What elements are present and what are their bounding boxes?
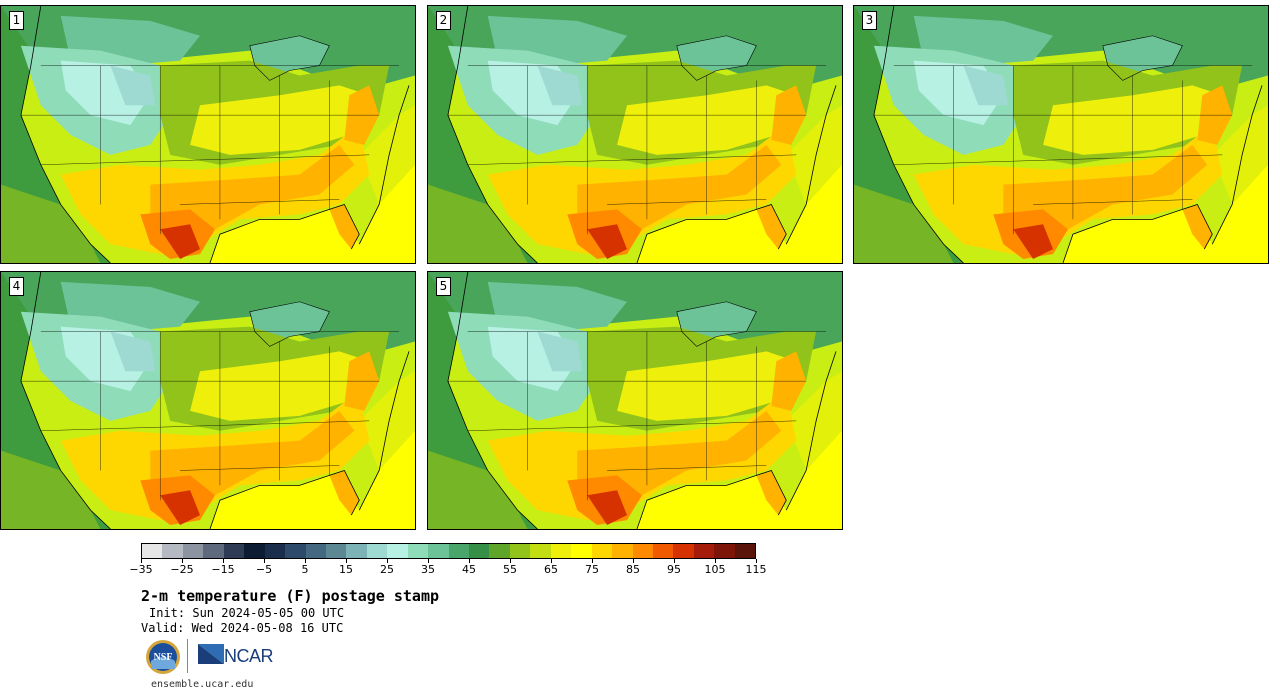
colorbar-tick-label: 55 bbox=[503, 563, 517, 576]
panel-number-label: 3 bbox=[862, 11, 877, 30]
colorbar-segment bbox=[305, 544, 326, 558]
temperature-map bbox=[1, 272, 415, 529]
ncar-logo-text: NCAR bbox=[224, 646, 274, 666]
colorbar-tick-label: 15 bbox=[339, 563, 353, 576]
colorbar-segment bbox=[366, 544, 388, 558]
colorbar-tick-label: 45 bbox=[462, 563, 476, 576]
valid-time: Valid: Wed 2024-05-08 16 UTC bbox=[141, 621, 344, 635]
colorbar-tick-label: −35 bbox=[129, 563, 153, 576]
colorbar-tick-label: −15 bbox=[211, 563, 235, 576]
colorbar-segment bbox=[387, 544, 408, 558]
colorbar-tick-label: −25 bbox=[170, 563, 194, 576]
colorbar-segment bbox=[489, 544, 510, 558]
colorbar-segment bbox=[571, 544, 592, 558]
colorbar-segment bbox=[693, 544, 715, 558]
colorbar-segment bbox=[264, 544, 286, 558]
panel-number-label: 5 bbox=[436, 277, 451, 296]
colorbar-segment bbox=[612, 544, 633, 558]
colorbar-tick-label: 115 bbox=[745, 563, 767, 576]
colorbar-segment bbox=[469, 544, 490, 558]
svg-text:NSF: NSF bbox=[154, 652, 173, 663]
colorbar-segment bbox=[428, 544, 449, 558]
colorbar-tick-label: 105 bbox=[704, 563, 726, 576]
temperature-map bbox=[854, 6, 1268, 263]
map-panel-4: 4 bbox=[0, 271, 416, 530]
footer-url: ensemble.ucar.edu bbox=[151, 679, 254, 690]
colorbar-segment bbox=[530, 544, 551, 558]
colorbar-segment bbox=[734, 544, 756, 558]
colorbar-tick-label: 85 bbox=[626, 563, 640, 576]
colorbar-segment bbox=[223, 544, 245, 558]
colorbar-segment bbox=[550, 544, 572, 558]
colorbar-segment bbox=[182, 544, 204, 558]
map-panel-5: 5 bbox=[427, 271, 843, 530]
colorbar-segment bbox=[448, 544, 469, 558]
colorbar-tick-label: 75 bbox=[585, 563, 599, 576]
temperature-map bbox=[428, 272, 842, 529]
temperature-map bbox=[428, 6, 842, 263]
chart-title: 2-m temperature (F) postage stamp bbox=[141, 587, 440, 605]
colorbar-segment bbox=[244, 544, 265, 558]
panel-number-label: 1 bbox=[9, 11, 24, 30]
colorbar-segment bbox=[509, 544, 531, 558]
nsf-logo: NSF bbox=[146, 640, 180, 674]
colorbar-segment bbox=[591, 544, 613, 558]
map-panel-2: 2 bbox=[427, 5, 843, 264]
colorbar-segment bbox=[673, 544, 694, 558]
colorbar-tick-label: 25 bbox=[380, 563, 394, 576]
panel-number-label: 2 bbox=[436, 11, 451, 30]
colorbar-tick-label: 95 bbox=[667, 563, 681, 576]
temperature-colorbar bbox=[141, 543, 756, 559]
colorbar-segment bbox=[652, 544, 674, 558]
colorbar-segment bbox=[407, 544, 429, 558]
logo-divider bbox=[187, 639, 188, 673]
colorbar-segment bbox=[162, 544, 183, 558]
ncar-mark-icon bbox=[198, 644, 224, 664]
colorbar-segment bbox=[346, 544, 367, 558]
colorbar-tick-label: 65 bbox=[544, 563, 558, 576]
map-panel-1: 1 bbox=[0, 5, 416, 264]
panel-number-label: 4 bbox=[9, 277, 24, 296]
map-panel-3: 3 bbox=[853, 5, 1269, 264]
colorbar-segment bbox=[285, 544, 306, 558]
init-time: Init: Sun 2024-05-05 00 UTC bbox=[149, 606, 345, 620]
colorbar-tick-label: 5 bbox=[301, 563, 309, 576]
temperature-map bbox=[1, 6, 415, 263]
colorbar-tick-label: 35 bbox=[421, 563, 435, 576]
colorbar-ticks: −35 −25 −15 −5 5 15 25 35 45 55 65 75 85 95 105 115 bbox=[129, 559, 767, 579]
colorbar-segment bbox=[325, 544, 347, 558]
colorbar-segment bbox=[714, 544, 735, 558]
colorbar-segment bbox=[203, 544, 224, 558]
colorbar-segment bbox=[632, 544, 653, 558]
colorbar-tick-label: −5 bbox=[255, 563, 273, 576]
colorbar-segment bbox=[142, 544, 163, 558]
